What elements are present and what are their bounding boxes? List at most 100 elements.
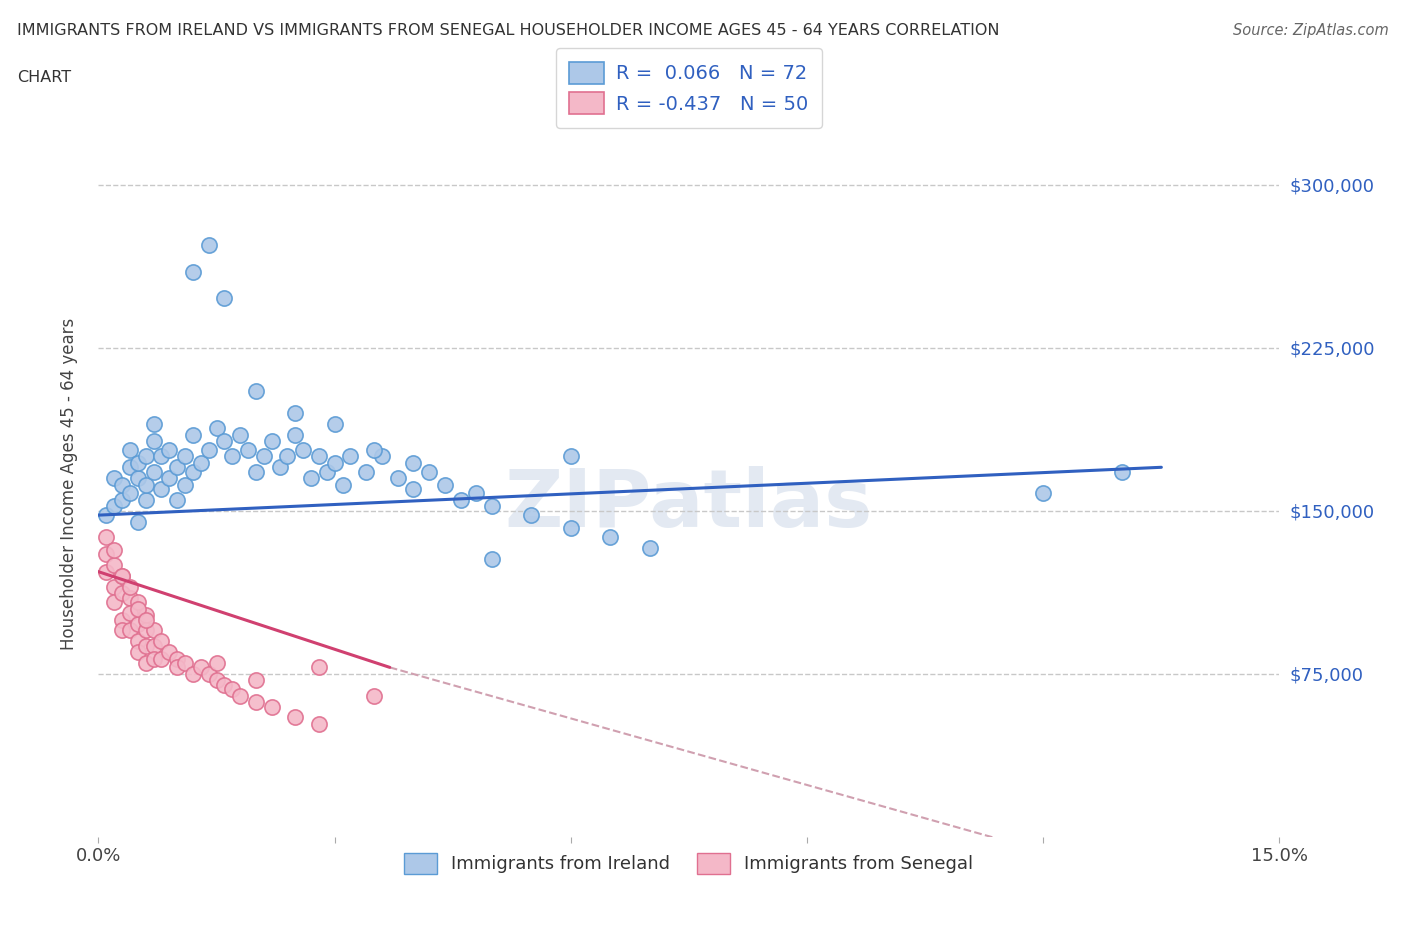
Y-axis label: Householder Income Ages 45 - 64 years: Householder Income Ages 45 - 64 years	[59, 317, 77, 650]
Point	[135, 612, 157, 627]
Point	[174, 477, 197, 492]
Point	[245, 384, 267, 399]
Point	[190, 456, 212, 471]
Point	[127, 617, 149, 631]
Point	[103, 542, 125, 557]
Point	[599, 529, 621, 544]
Point	[142, 417, 165, 432]
Point	[308, 716, 330, 731]
Point	[118, 459, 141, 474]
Point	[127, 471, 149, 485]
Text: Source: ZipAtlas.com: Source: ZipAtlas.com	[1233, 23, 1389, 38]
Point	[236, 443, 259, 458]
Point	[560, 521, 582, 536]
Point	[118, 579, 141, 594]
Point	[135, 656, 157, 671]
Point	[190, 660, 212, 675]
Point	[269, 459, 291, 474]
Point	[96, 547, 118, 562]
Point	[402, 482, 425, 497]
Point	[205, 673, 228, 688]
Point	[142, 638, 165, 653]
Point	[157, 471, 180, 485]
Point	[332, 477, 354, 492]
Point	[150, 634, 173, 649]
Point	[339, 449, 361, 464]
Point	[214, 433, 236, 448]
Point	[127, 456, 149, 471]
Point	[315, 464, 337, 479]
Point	[118, 443, 141, 458]
Point	[127, 594, 149, 609]
Point	[96, 529, 118, 544]
Point	[118, 486, 141, 501]
Point	[157, 443, 180, 458]
Point	[142, 623, 165, 638]
Legend: Immigrants from Ireland, Immigrants from Senegal: Immigrants from Ireland, Immigrants from…	[396, 845, 981, 881]
Point	[150, 482, 173, 497]
Point	[197, 238, 219, 253]
Point	[1111, 464, 1133, 479]
Point	[127, 601, 149, 616]
Point	[111, 623, 134, 638]
Point	[387, 471, 409, 485]
Point	[450, 493, 472, 508]
Point	[135, 607, 157, 622]
Text: IMMIGRANTS FROM IRELAND VS IMMIGRANTS FROM SENEGAL HOUSEHOLDER INCOME AGES 45 - : IMMIGRANTS FROM IRELAND VS IMMIGRANTS FR…	[17, 23, 1000, 38]
Point	[127, 644, 149, 659]
Point	[135, 477, 157, 492]
Point	[284, 710, 307, 724]
Point	[363, 688, 385, 703]
Point	[181, 427, 204, 442]
Text: ZIPatlas: ZIPatlas	[505, 466, 873, 544]
Point	[292, 443, 315, 458]
Point	[323, 417, 346, 432]
Point	[560, 449, 582, 464]
Text: CHART: CHART	[17, 70, 70, 85]
Point	[245, 695, 267, 710]
Point	[229, 427, 252, 442]
Point	[135, 623, 157, 638]
Point	[433, 477, 456, 492]
Point	[166, 651, 188, 666]
Point	[103, 558, 125, 573]
Point	[308, 449, 330, 464]
Point	[205, 420, 228, 435]
Point	[103, 594, 125, 609]
Point	[142, 464, 165, 479]
Point	[284, 427, 307, 442]
Point	[111, 612, 134, 627]
Point	[214, 677, 236, 692]
Point	[276, 449, 298, 464]
Point	[150, 449, 173, 464]
Point	[245, 673, 267, 688]
Point	[174, 449, 197, 464]
Point	[150, 651, 173, 666]
Point	[260, 699, 283, 714]
Point	[135, 638, 157, 653]
Point	[142, 433, 165, 448]
Point	[205, 656, 228, 671]
Point	[197, 667, 219, 682]
Point	[166, 459, 188, 474]
Point	[221, 449, 243, 464]
Point	[299, 471, 322, 485]
Point	[103, 471, 125, 485]
Point	[221, 682, 243, 697]
Point	[111, 477, 134, 492]
Point	[174, 656, 197, 671]
Point	[520, 508, 543, 523]
Point	[214, 290, 236, 305]
Point	[371, 449, 394, 464]
Point	[111, 568, 134, 583]
Point	[253, 449, 276, 464]
Point	[111, 493, 134, 508]
Point	[363, 443, 385, 458]
Point	[638, 540, 661, 555]
Point	[96, 565, 118, 579]
Point	[96, 508, 118, 523]
Point	[354, 464, 377, 479]
Point	[418, 464, 440, 479]
Point	[135, 449, 157, 464]
Point	[402, 456, 425, 471]
